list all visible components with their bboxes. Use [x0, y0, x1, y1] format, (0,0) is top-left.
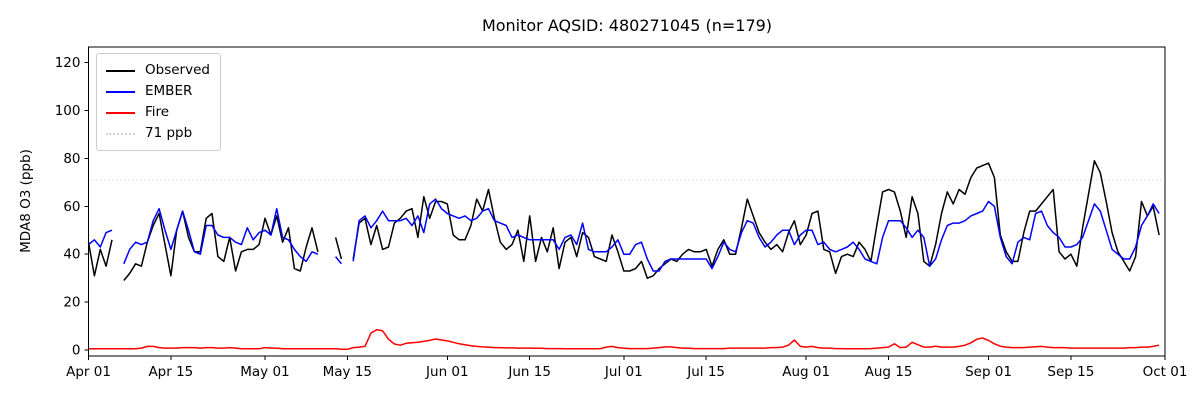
x-tick-label: Apr 15 — [148, 364, 193, 380]
y-tick-label: 0 — [72, 343, 81, 359]
x-tick-label: Jun 01 — [425, 364, 469, 380]
x-tick-label: Oct 01 — [1143, 364, 1188, 380]
ember-line — [88, 198, 1160, 272]
x-tick-label: Jun 15 — [507, 364, 551, 380]
legend-label-observed: Observed — [145, 62, 210, 78]
legend-item-observed: Observed — [106, 60, 210, 81]
threshold-line-swatch — [106, 132, 135, 135]
fire-line — [88, 328, 1160, 351]
y-tick-label: 120 — [55, 55, 81, 71]
x-tick-label: Aug 15 — [865, 364, 913, 380]
x-tick-label: Sep 01 — [965, 364, 1012, 380]
y-tick-label: 20 — [63, 295, 80, 311]
x-tick-label: Jul 01 — [604, 364, 643, 380]
legend-item-threshold: 71 ppb — [106, 123, 210, 144]
y-tick-label: 60 — [63, 199, 80, 215]
x-tick-label: Apr 01 — [66, 364, 111, 380]
legend-label-fire: Fire — [145, 104, 170, 120]
chart-title: Monitor AQSID: 480271045 (n=179) — [481, 16, 773, 35]
ember-line-swatch — [106, 90, 135, 93]
x-tick-label: Aug 01 — [782, 364, 830, 380]
x-tick-label: Sep 15 — [1047, 364, 1094, 380]
x-tick-label: May 01 — [240, 364, 289, 380]
observed-line — [87, 160, 1160, 281]
legend-label-ember: EMBER — [145, 83, 193, 99]
y-tick-label: 100 — [55, 103, 81, 119]
legend-item-ember: EMBER — [106, 81, 210, 102]
legend-item-fire: Fire — [106, 102, 210, 123]
x-tick-label: Jul 15 — [686, 364, 725, 380]
legend-label-threshold: 71 ppb — [145, 125, 193, 141]
legend: Observed EMBER Fire 71 ppb — [96, 53, 221, 151]
y-tick-label: 40 — [63, 247, 80, 263]
observed-line-swatch — [106, 69, 135, 72]
plot-frame — [88, 46, 1166, 357]
x-tick-label: May 15 — [323, 364, 372, 380]
fire-line-swatch — [106, 111, 135, 114]
y-tick-label: 80 — [63, 151, 80, 167]
